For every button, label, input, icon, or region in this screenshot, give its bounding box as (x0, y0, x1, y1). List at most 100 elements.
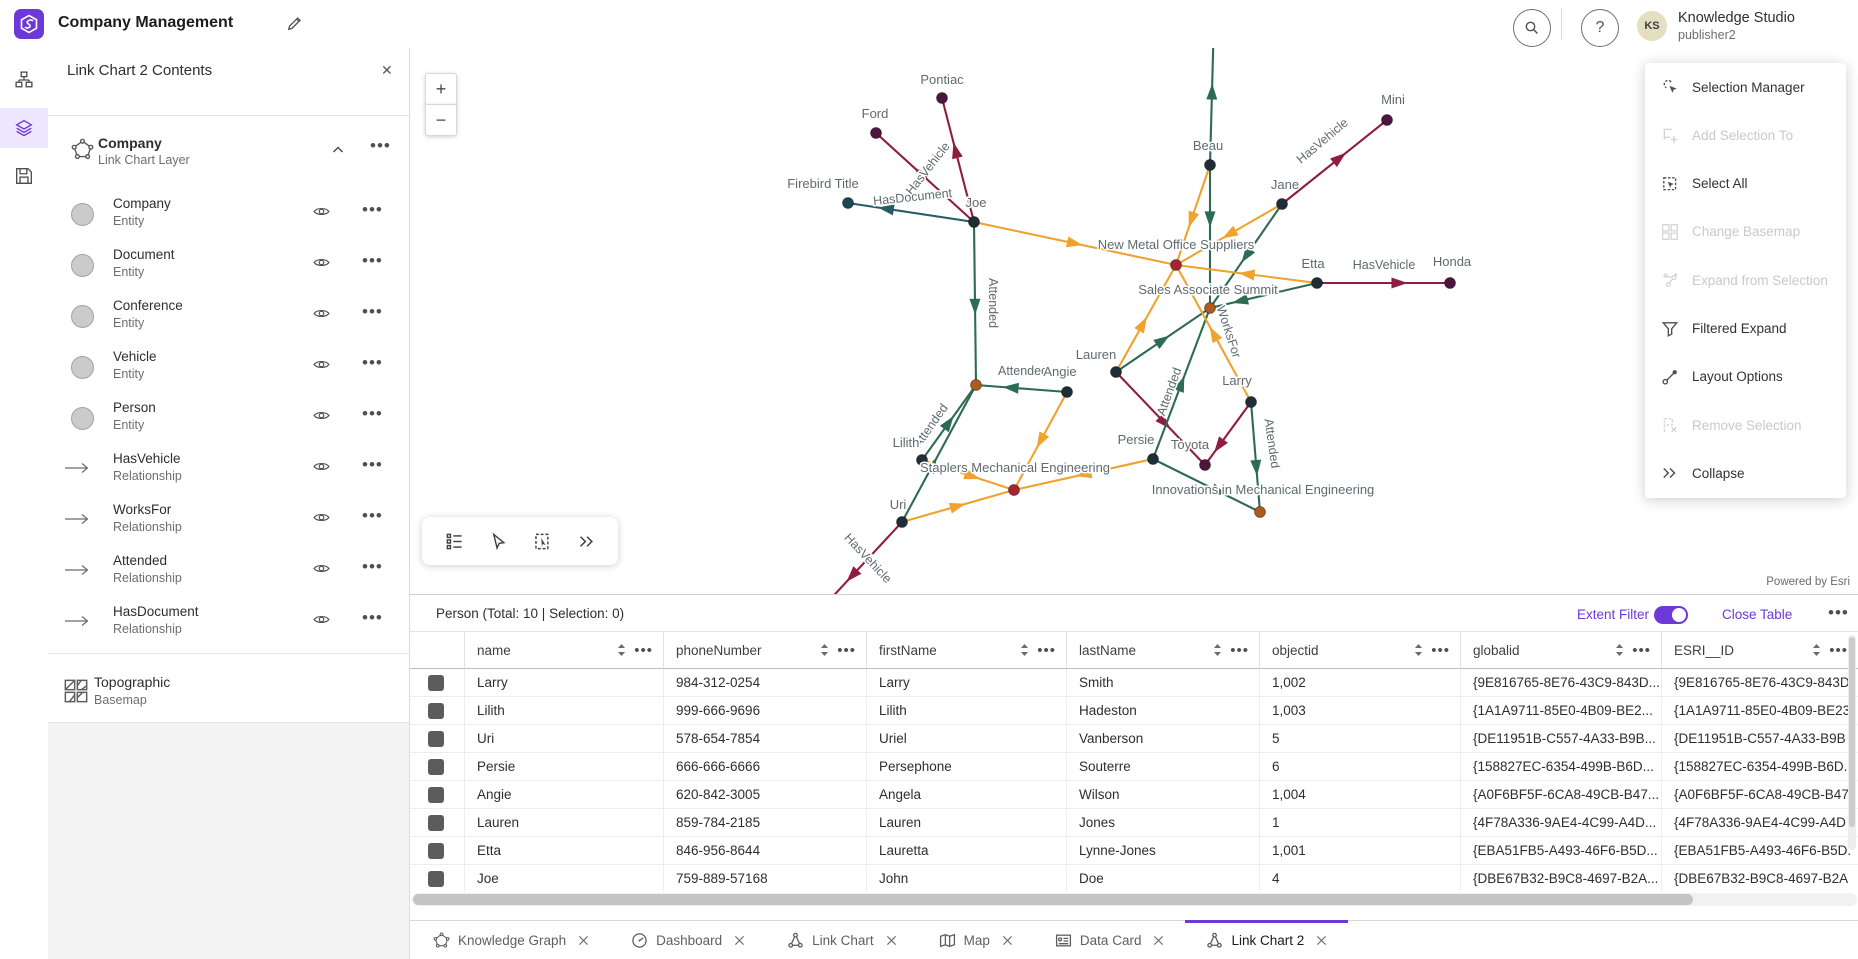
table-horizontal-scrollbar[interactable] (412, 893, 1857, 906)
row-checkbox[interactable] (428, 674, 444, 691)
menu-item-collapse[interactable]: Collapse (1645, 449, 1846, 497)
visibility-eye-icon[interactable] (313, 458, 330, 475)
layer-options-icon[interactable]: ••• (370, 136, 391, 155)
node-joe[interactable] (968, 216, 980, 228)
table-vertical-scrollbar[interactable] (1848, 635, 1856, 850)
layer-item-company[interactable]: Company Entity ••• (48, 188, 409, 239)
node-innovations[interactable] (1254, 506, 1266, 518)
sort-icon[interactable] (820, 643, 829, 657)
item-options-icon[interactable]: ••• (362, 251, 383, 270)
node-larry[interactable] (1245, 396, 1257, 408)
sort-icon[interactable] (1020, 643, 1029, 657)
tab-link-chart[interactable]: Link Chart (766, 921, 918, 959)
edge-attended-larry-innovations[interactable] (1249, 401, 1262, 513)
node-toyota[interactable] (1199, 459, 1211, 471)
node-firebird[interactable] (842, 197, 854, 209)
node-beau[interactable] (1204, 159, 1216, 171)
pointer-icon[interactable] (489, 531, 508, 551)
zoom-in-button[interactable]: + (425, 73, 457, 105)
column-options-icon[interactable]: ••• (1431, 641, 1450, 659)
scrollbar-thumb[interactable] (413, 894, 1693, 905)
zoom-out-button[interactable]: − (425, 104, 457, 136)
row-checkbox[interactable] (428, 758, 444, 775)
avatar[interactable]: KS (1637, 11, 1667, 41)
item-options-icon[interactable]: ••• (362, 557, 383, 576)
menu-item-filtered-expand[interactable]: Filtered Expand (1645, 305, 1846, 353)
item-options-icon[interactable]: ••• (362, 506, 383, 525)
tab-link-chart-2[interactable]: Link Chart 2 (1185, 920, 1349, 959)
tab-close-icon[interactable] (1153, 935, 1164, 946)
node-staplers[interactable] (1008, 484, 1020, 496)
node-lilith[interactable] (916, 454, 928, 466)
tab-dashboard[interactable]: Dashboard (610, 921, 766, 959)
tab-map[interactable]: Map (918, 921, 1034, 959)
link-chart-graph[interactable]: HasVehicle HasVehicleHasVehicleHasVehicle… (410, 48, 1858, 594)
row-checkbox[interactable] (428, 786, 444, 803)
tab-close-icon[interactable] (1002, 935, 1013, 946)
scrollbar-thumb[interactable] (1849, 637, 1855, 827)
tab-close-icon[interactable] (734, 935, 745, 946)
layer-item-vehicle[interactable]: Vehicle Entity ••• (48, 341, 409, 392)
column-options-icon[interactable]: ••• (837, 641, 856, 659)
visibility-eye-icon[interactable] (313, 611, 330, 628)
visibility-eye-icon[interactable] (313, 509, 330, 526)
node-pontiac[interactable] (936, 92, 948, 104)
item-options-icon[interactable]: ••• (362, 200, 383, 219)
row-checkbox[interactable] (428, 814, 444, 831)
app-logo-icon[interactable] (14, 9, 44, 39)
edge-hasvehicle-larry-toyota[interactable] (1204, 401, 1252, 466)
edge-attended-uri-hub[interactable] (901, 384, 977, 523)
visibility-eye-icon[interactable] (313, 560, 330, 577)
tab-data-card[interactable]: Data Card (1034, 921, 1186, 959)
collapse-layer-icon[interactable] (331, 143, 345, 157)
edge-attended-persie-innovations[interactable] (1152, 458, 1261, 513)
item-options-icon[interactable]: ••• (362, 353, 383, 372)
tab-close-icon[interactable] (1316, 935, 1327, 946)
item-options-icon[interactable]: ••• (362, 302, 383, 321)
menu-item-layout-options[interactable]: Layout Options (1645, 353, 1846, 401)
edge-hasvehicle-joe-pontiac[interactable] (940, 97, 976, 223)
column-options-icon[interactable]: ••• (1230, 641, 1249, 659)
sort-icon[interactable] (1414, 643, 1423, 657)
column-options-icon[interactable]: ••• (1632, 641, 1651, 659)
node-ford[interactable] (870, 127, 882, 139)
node-etta[interactable] (1311, 277, 1323, 289)
row-checkbox[interactable] (428, 702, 444, 719)
layer-item-attended[interactable]: Attended Relationship ••• (48, 545, 409, 596)
row-checkbox[interactable] (428, 842, 444, 859)
layer-item-document[interactable]: Document Entity ••• (48, 239, 409, 290)
menu-item-select-all[interactable]: Select All (1645, 160, 1846, 208)
table-options-icon[interactable]: ••• (1828, 603, 1849, 622)
visibility-eye-icon[interactable] (313, 407, 330, 424)
node-hub[interactable] (970, 379, 982, 391)
visibility-eye-icon[interactable] (313, 203, 330, 220)
link-chart-canvas[interactable]: HasVehicle HasVehicle HasVehicle HasVehicle… (409, 48, 1858, 594)
column-options-icon[interactable]: ••• (1037, 641, 1056, 659)
menu-item-selection-manager[interactable]: Selection Manager (1645, 63, 1846, 111)
close-panel-icon[interactable]: ✕ (381, 62, 393, 78)
help-icon[interactable]: ? (1581, 9, 1619, 47)
sort-icon[interactable] (617, 643, 626, 657)
row-checkbox[interactable] (428, 870, 444, 887)
edge-attended-angie-hub[interactable] (975, 383, 1068, 394)
layers-panel-icon[interactable] (0, 108, 48, 148)
node-persie[interactable] (1147, 453, 1159, 465)
project-view-icon[interactable] (0, 60, 48, 100)
visibility-eye-icon[interactable] (313, 356, 330, 373)
edge-hasvehicle-uri-offbl[interactable] (811, 521, 903, 594)
node-honda[interactable] (1444, 277, 1456, 289)
tab-close-icon[interactable] (578, 935, 589, 946)
layer-item-hasvehicle[interactable]: HasVehicle Relationship ••• (48, 443, 409, 494)
tab-knowledge-graph[interactable]: Knowledge Graph (412, 921, 610, 959)
close-table-button[interactable]: Close Table (1722, 607, 1793, 622)
item-options-icon[interactable]: ••• (362, 608, 383, 627)
sort-icon[interactable] (1213, 643, 1222, 657)
node-lauren[interactable] (1110, 366, 1122, 378)
node-summit[interactable] (1204, 302, 1216, 314)
edge-hasdocument-joe-firebird[interactable] (847, 201, 975, 224)
node-uri[interactable] (896, 516, 908, 528)
column-options-icon[interactable]: ••• (1829, 641, 1848, 659)
layer-item-worksfor[interactable]: WorksFor Relationship ••• (48, 494, 409, 545)
legend-list-icon[interactable] (445, 532, 464, 551)
marquee-select-icon[interactable] (533, 532, 552, 551)
